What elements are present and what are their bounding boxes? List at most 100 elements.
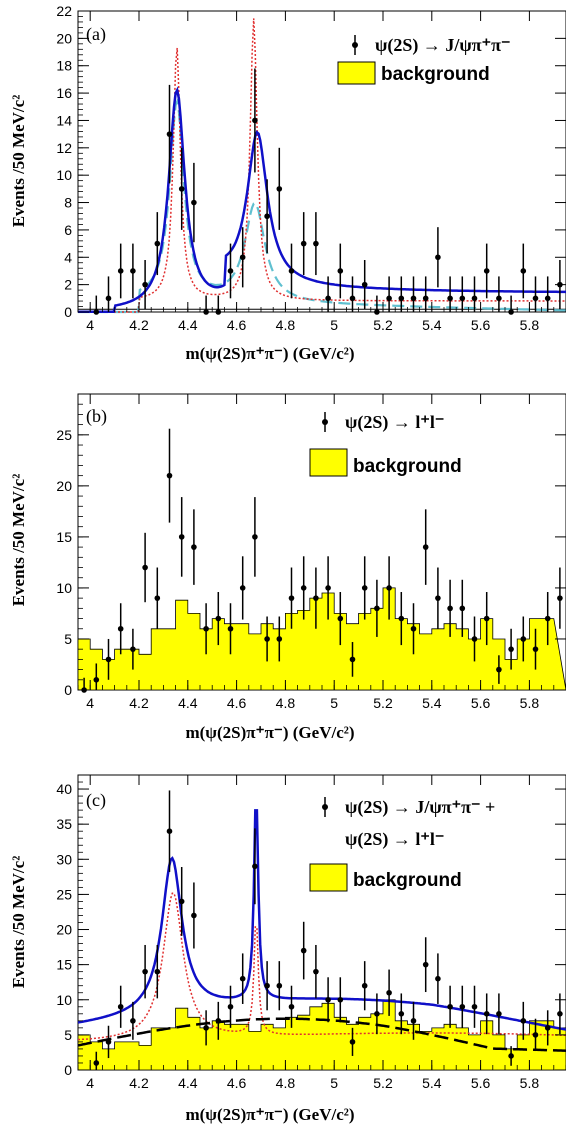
x-tick-label: 4.4 (178, 1075, 198, 1091)
y-tick-label: 5 (64, 631, 72, 647)
data-point (398, 615, 405, 622)
data-point (325, 996, 331, 1003)
data-point (483, 1011, 490, 1017)
data-point (532, 646, 539, 652)
data-point (252, 863, 258, 870)
data-point (252, 534, 258, 540)
data-point (349, 1039, 356, 1045)
data-point (410, 1018, 417, 1024)
data-point (337, 996, 344, 1003)
legend-swatch-background (309, 448, 348, 477)
x-tick-label: 4.6 (227, 695, 247, 711)
data-point (386, 585, 392, 591)
data-point (459, 295, 466, 302)
data-point (191, 912, 197, 919)
data-point (435, 254, 441, 261)
data-point (239, 254, 246, 261)
data-point (337, 268, 344, 274)
data-point (215, 1018, 222, 1024)
data-point (496, 295, 502, 302)
data-point (105, 1039, 112, 1045)
data-point (496, 666, 502, 673)
panel-label: (a) (86, 24, 106, 45)
data-point (117, 1003, 124, 1010)
data-point (422, 544, 429, 550)
y-tick-label: 0 (64, 1062, 72, 1078)
y-tick-label: 25 (56, 886, 72, 902)
data-point (398, 295, 405, 302)
data-point (422, 961, 429, 968)
background-histogram (77, 999, 566, 1071)
data-point (422, 295, 429, 302)
data-point (496, 1011, 502, 1017)
x-tick-label: 5.4 (422, 695, 442, 711)
data-point (447, 605, 453, 612)
data-point (93, 309, 100, 315)
legend-label-background: background (353, 870, 462, 891)
y-tick-label: 12 (56, 140, 72, 156)
data-point (544, 1025, 551, 1031)
data-point (288, 595, 295, 601)
data-point (227, 1003, 234, 1010)
x-tick-label: 5.8 (520, 695, 540, 711)
data-point (325, 585, 331, 591)
data-point (313, 595, 319, 601)
y-tick-label: 10 (56, 167, 72, 183)
data-point (130, 1018, 136, 1024)
data-point (93, 1060, 100, 1066)
y-tick-label: 20 (56, 922, 72, 938)
data-point (471, 636, 478, 642)
data-point (447, 295, 453, 302)
y-tick-label: 8 (64, 195, 72, 211)
y-tick-label: 10 (56, 580, 72, 596)
data-point (508, 1053, 514, 1059)
data-point (374, 309, 380, 315)
data-point (361, 281, 368, 288)
legend-swatch-background (337, 61, 376, 85)
data-point (300, 240, 307, 247)
data-point (166, 828, 173, 834)
panel-b: 4 4.2 4.4 4.6 4.8 5 5.2 5.4 5.6 5.8 0 5 10 15 20 25 (b)… (9, 393, 566, 742)
data-point (191, 544, 197, 550)
data-point (117, 625, 124, 632)
x-tick-label: 5.6 (471, 317, 491, 333)
y-tick-label: 15 (56, 529, 72, 545)
y-tick-label: 18 (56, 58, 72, 74)
data-point (557, 1011, 563, 1017)
data-point (288, 1003, 295, 1010)
x-tick-label: 4.6 (227, 1075, 247, 1091)
x-tick-label: 4.2 (129, 317, 149, 333)
legend-marker-point (322, 419, 328, 425)
data-point (435, 975, 441, 982)
data-point (117, 268, 124, 274)
legend-marker-point (322, 804, 328, 810)
data-point (105, 295, 112, 302)
x-tick-label: 4.2 (129, 1075, 149, 1091)
y-axis-label: Events /50 MeV/c² (9, 474, 28, 607)
y-tick-label: 20 (56, 478, 72, 494)
data-point (276, 636, 283, 642)
x-tick-label: 5.2 (373, 317, 393, 333)
data-point (361, 585, 368, 591)
x-axis-label: m(ψ(2S)π⁺π⁻) (GeV/c²) (185, 1105, 354, 1124)
data-point (398, 1011, 405, 1017)
data-point (374, 605, 380, 612)
x-tick-label: 5.4 (422, 317, 442, 333)
panel-c: 4 4.2 4.4 4.6 4.8 5 5.2 5.4 5.6 5.8 0 5 10 15 20 25 30 35… (9, 774, 566, 1124)
x-tick-label: 5.6 (471, 1075, 491, 1091)
x-tick-label: 4.4 (178, 317, 198, 333)
data-point (130, 646, 136, 652)
panel-label: (c) (86, 790, 106, 811)
x-tick-label: 4.8 (276, 317, 296, 333)
data-point (557, 595, 563, 601)
y-tick-label: 2 (64, 277, 72, 293)
data-point (410, 625, 417, 632)
data-point (459, 1003, 466, 1010)
x-tick-label: 5 (330, 1075, 338, 1091)
y-tick-label: 0 (64, 304, 72, 320)
data-point (215, 615, 222, 622)
plot-frame (77, 10, 566, 313)
y-axis-label: Events /50 MeV/c² (9, 856, 28, 989)
x-tick-label: 5.8 (520, 1075, 540, 1091)
